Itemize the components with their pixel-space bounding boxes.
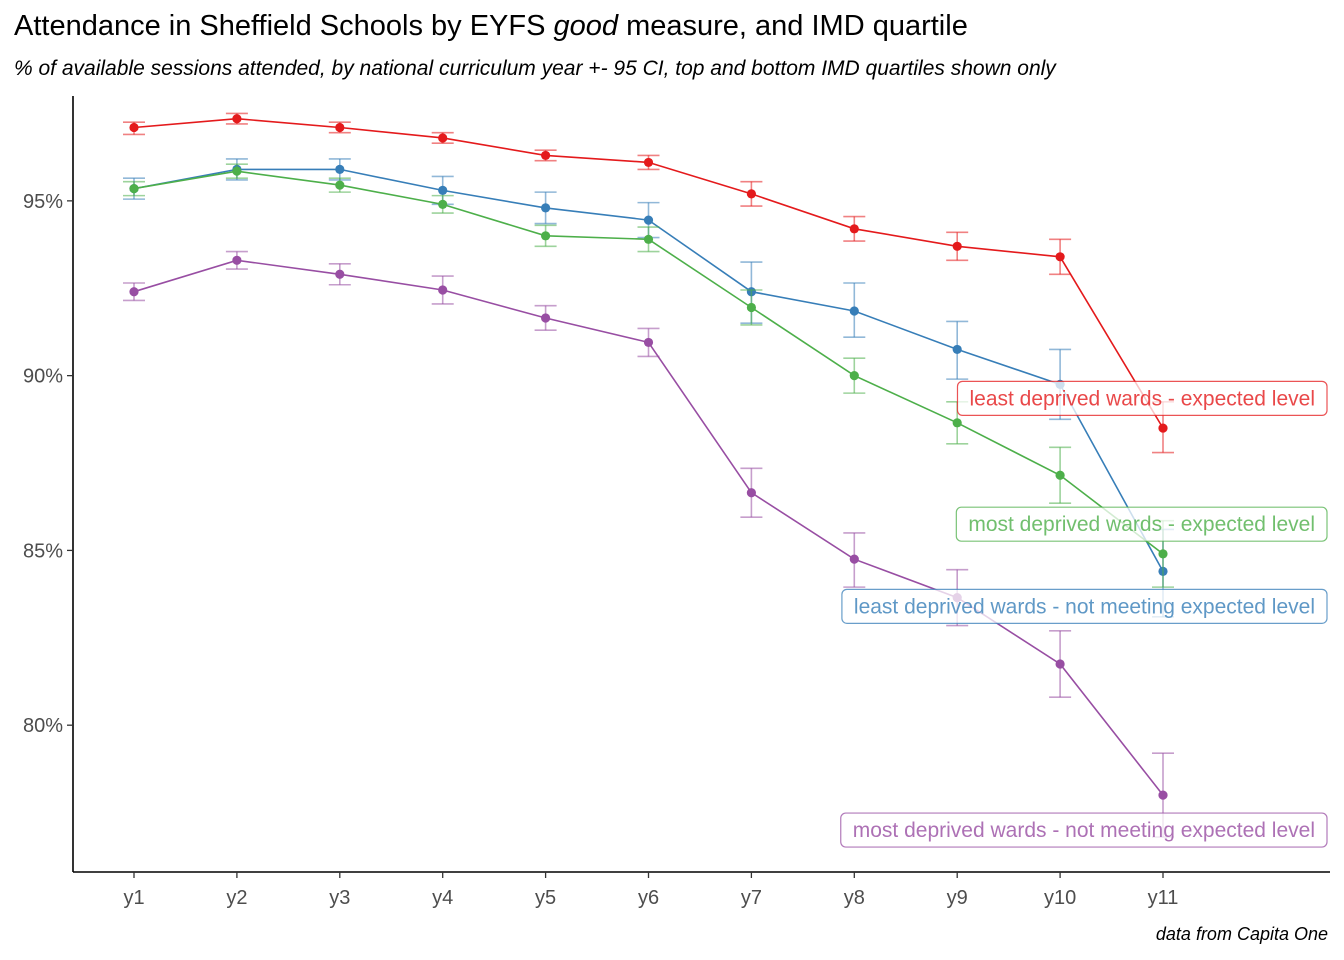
series-direct-label: least deprived wards - not meeting expec…: [854, 595, 1315, 618]
y-tick-label: 90%: [23, 366, 63, 388]
x-tick-label: y9: [947, 887, 968, 909]
data-point: [438, 133, 448, 143]
series-label-box: [955, 506, 1328, 542]
x-tick-label: y3: [329, 887, 350, 909]
x-tick-label: y11: [1148, 887, 1179, 909]
x-tick-label: y1: [123, 887, 144, 909]
data-point: [129, 122, 139, 133]
data-point: [1158, 423, 1168, 433]
data-point: [232, 166, 242, 176]
chart-title-post: measure, and IMD quartile: [618, 10, 968, 42]
y-tick-label: 95%: [23, 191, 63, 213]
data-point: [643, 157, 654, 168]
data-point: [129, 184, 139, 194]
data-point: [849, 224, 859, 234]
series-label-box: [840, 812, 1328, 848]
data-point: [643, 234, 654, 244]
chart-caption: data from Capita One: [1155, 924, 1328, 944]
data-point: [746, 189, 757, 199]
y-tick-label: 80%: [23, 715, 63, 737]
x-tick-label: y6: [638, 887, 659, 909]
data-point: [335, 269, 345, 279]
x-tick-label: y2: [226, 887, 247, 909]
x-tick-label: y10: [1044, 887, 1076, 909]
data-point: [232, 255, 242, 265]
data-point: [952, 241, 962, 251]
chart-subtitle: % of available sessions attended, by nat…: [14, 57, 1056, 80]
chart-title: Attendance in Sheffield Schools by EYFS …: [14, 10, 968, 43]
data-point: [541, 150, 551, 161]
series-label-box: [841, 588, 1328, 624]
data-point: [849, 306, 859, 316]
series-direct-label: most deprived wards - not meeting expect…: [853, 819, 1315, 842]
x-tick-label: y5: [535, 887, 556, 909]
data-point: [849, 371, 859, 381]
data-point: [952, 418, 962, 428]
data-point: [1158, 790, 1168, 800]
data-point: [541, 203, 551, 213]
data-point: [541, 231, 551, 241]
data-point: [232, 114, 242, 124]
data-point: [952, 344, 962, 355]
series-direct-label: most deprived wards - expected level: [968, 513, 1315, 536]
series-label-box: [956, 380, 1328, 416]
data-point: [1055, 252, 1065, 262]
x-tick-label: y8: [844, 887, 865, 909]
data-point: [541, 313, 551, 323]
data-point: [643, 215, 654, 225]
x-tick-label: y7: [741, 887, 762, 909]
data-point: [643, 337, 654, 348]
data-point: [746, 488, 757, 498]
data-point: [1055, 470, 1065, 480]
chart-title-pre: Attendance in Sheffield Schools by EYFS: [14, 10, 554, 42]
data-point: [849, 554, 859, 564]
data-point: [438, 185, 448, 195]
data-point: [1055, 659, 1065, 669]
chart-title-emphasis: good: [553, 10, 619, 42]
data-point: [335, 180, 345, 190]
data-point: [335, 164, 345, 175]
x-tick-label: y4: [432, 887, 453, 909]
data-point: [1158, 549, 1168, 559]
series-direct-label: least deprived wards - expected level: [969, 387, 1315, 410]
y-tick-label: 85%: [23, 540, 63, 562]
data-point: [129, 287, 139, 297]
data-point: [438, 199, 448, 209]
data-point: [335, 122, 345, 133]
data-point: [438, 285, 448, 295]
data-point: [746, 302, 757, 313]
